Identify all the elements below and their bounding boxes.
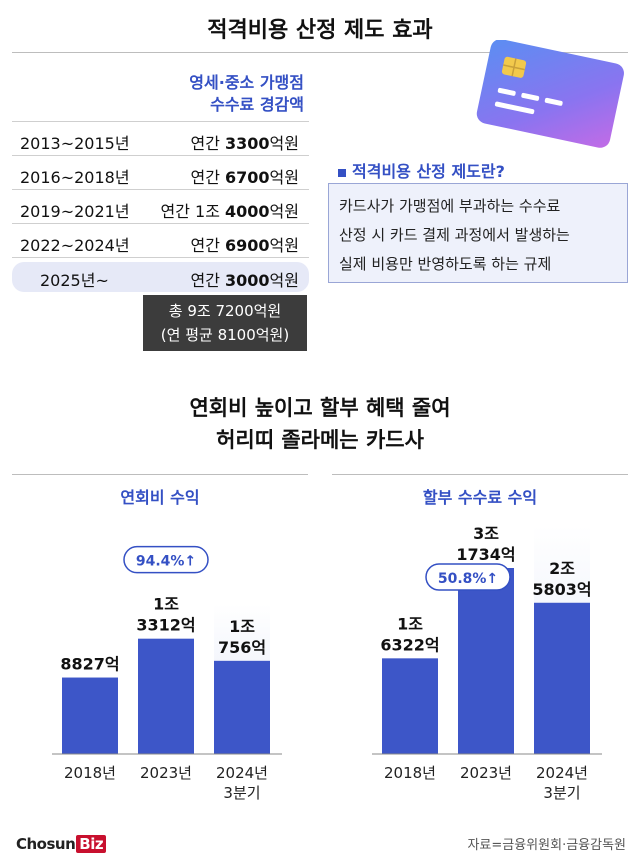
total-average: (연 평균 8100억원) xyxy=(160,326,290,344)
amount-prefix: 연간 xyxy=(190,168,226,187)
amount-prefix: 연간 xyxy=(190,134,226,153)
x-tick-label: 2024년 xyxy=(216,764,268,782)
logo-main: Chosun xyxy=(16,835,76,853)
table-column-header: 영세·중소 가맹점 수수료 경감액 xyxy=(120,72,304,116)
table-row: 2022~2024년 연간 6900억원 xyxy=(12,224,309,258)
bar xyxy=(214,660,270,754)
section-title-line1: 연회비 높이고 할부 혜택 줄여 xyxy=(189,396,451,420)
bar-value-label: 1조 xyxy=(229,617,255,636)
x-tick-label: 2023년 xyxy=(140,764,192,782)
bar-value-label: 6322억 xyxy=(380,635,439,654)
page-title: 적격비용 산정 제도 효과 xyxy=(207,18,433,43)
logo-biz: Biz xyxy=(76,835,107,853)
bar-value-label: 8827억 xyxy=(60,655,119,674)
row-period: 2013~2015년 xyxy=(20,134,130,153)
amount-unit: 억원 xyxy=(269,236,299,255)
row-period: 2019~2021년 xyxy=(20,202,130,221)
x-tick-label: 3분기 xyxy=(223,784,260,802)
info-line: 실제 비용만 반영하도록 하는 규제 xyxy=(339,255,552,273)
bar-value-label: 756억 xyxy=(218,638,266,657)
chart1-title: 연회비 수익 xyxy=(120,488,200,507)
bar xyxy=(138,638,194,754)
amount-value: 3300 xyxy=(225,134,270,153)
amount-prefix: 연간 xyxy=(190,236,226,255)
bar-value-label: 1조 xyxy=(153,595,179,614)
x-tick-label: 2024년 xyxy=(536,764,588,782)
amount-unit: 억원 xyxy=(269,271,299,290)
amount-value: 6900 xyxy=(225,236,270,255)
row-period: 2022~2024년 xyxy=(20,236,130,255)
chart2-title: 할부 수수료 수익 xyxy=(422,488,538,507)
bar-value-label: 5803억 xyxy=(532,580,591,599)
bar xyxy=(382,658,438,754)
bar-value-label: 1조 xyxy=(397,614,423,633)
chart2-divider xyxy=(332,474,628,475)
info-box: 카드사가 가맹점에 부과하는 수수료 산정 시 카드 결제 과정에서 발생하는 … xyxy=(328,183,628,283)
amount-prefix: 연간 xyxy=(190,271,226,290)
amount-value: 4000 xyxy=(225,202,270,221)
title-divider xyxy=(12,52,628,53)
growth-annotation: 50.8%↑ xyxy=(438,571,498,587)
amount-value: 6700 xyxy=(225,168,270,187)
section-title-line2: 허리띠 졸라메는 카드사 xyxy=(216,428,424,452)
bullet-square-icon xyxy=(338,168,346,177)
bar-value-label: 3조 xyxy=(473,524,499,543)
credit-card-icon xyxy=(476,40,624,148)
row-amount: 연간 6700억원 xyxy=(190,164,299,188)
table-top-divider xyxy=(12,121,309,122)
row-period: 2025년~ xyxy=(40,271,109,290)
amount-unit: 억원 xyxy=(269,202,299,221)
total-amount: 총 9조 7200억원 xyxy=(168,302,282,320)
bar xyxy=(458,568,514,754)
table-row: 2016~2018년 연간 6700억원 xyxy=(12,156,309,190)
x-tick-label: 2018년 xyxy=(64,764,116,782)
total-box: 총 9조 7200억원 (연 평균 8100억원) xyxy=(143,295,307,351)
info-line: 산정 시 카드 결제 과정에서 발생하는 xyxy=(339,226,570,244)
column-header-line1: 영세·중소 가맹점 xyxy=(189,73,304,92)
row-amount: 연간 1조 4000억원 xyxy=(161,198,300,222)
column-header-line2: 수수료 경감액 xyxy=(210,95,304,114)
amount-value: 3000 xyxy=(225,271,270,290)
section-title: 연회비 높이고 할부 혜택 줄여 허리띠 졸라메는 카드사 xyxy=(0,392,640,456)
amount-unit: 억원 xyxy=(269,168,299,187)
bar-value-label: 2조 xyxy=(549,559,575,578)
annual-fee-revenue-chart: 8827억 2018년 1조 3312억 2023년 1조 756억 2024년 3분기 94.4… xyxy=(52,545,282,802)
growth-badge xyxy=(425,563,511,591)
x-tick-label: 2023년 xyxy=(460,764,512,782)
x-tick-label: 2018년 xyxy=(384,764,436,782)
amount-prefix: 연간 1조 xyxy=(160,202,226,221)
growth-badge xyxy=(123,545,209,574)
bar xyxy=(534,602,590,754)
installment-fee-revenue-chart: 1조 6322억 2018년 3조 1734억 2023년 2조 5803억 2024년 3분기 5… xyxy=(372,524,602,802)
info-heading: 적격비용 산정 제도란? xyxy=(338,158,505,182)
bar-value-label: 1734억 xyxy=(456,545,515,564)
table-row: 2019~2021년 연간 1조 4000억원 xyxy=(12,190,309,224)
table-row: 2013~2015년 연간 3300억원 xyxy=(12,122,309,156)
row-amount: 연간 6900억원 xyxy=(190,232,299,256)
amount-unit: 억원 xyxy=(269,134,299,153)
row-period: 2016~2018년 xyxy=(20,168,130,187)
info-line: 카드사가 가맹점에 부과하는 수수료 xyxy=(339,197,561,215)
bar xyxy=(62,677,118,754)
chart1-divider xyxy=(12,474,308,475)
source-note: 자료=금융위원회·금융감독원 xyxy=(467,838,626,853)
bar-value-label: 3312억 xyxy=(136,616,195,635)
row-amount: 연간 3000억원 xyxy=(190,267,299,291)
table-row: 2025년~ 연간 3000억원 xyxy=(12,262,309,292)
row-amount: 연간 3300억원 xyxy=(190,130,299,154)
publisher-logo: Chosun Biz xyxy=(16,835,107,853)
info-title: 적격비용 산정 제도란? xyxy=(352,162,505,181)
x-tick-label: 3분기 xyxy=(543,784,580,802)
growth-annotation: 94.4%↑ xyxy=(136,554,196,570)
